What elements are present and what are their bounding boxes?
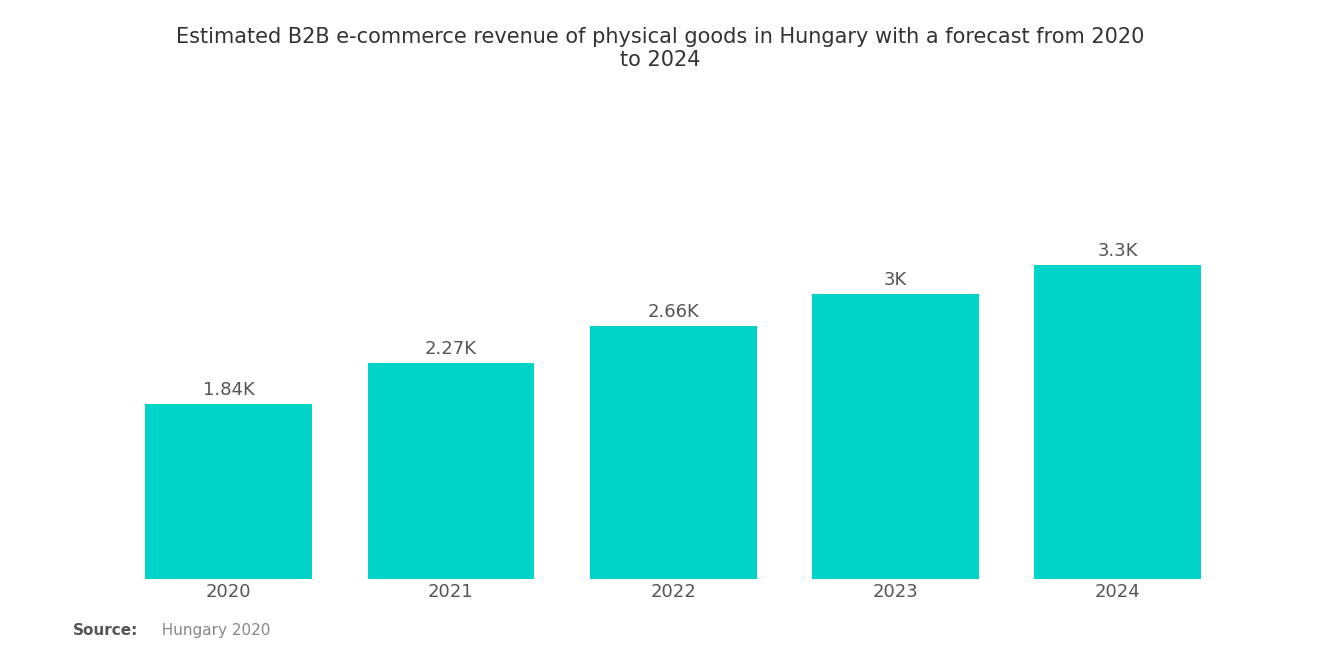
Bar (145, 404, 312, 579)
Text: 3.3K: 3.3K (1098, 242, 1138, 260)
Bar (812, 293, 979, 579)
Bar (367, 363, 535, 579)
Text: 3K: 3K (884, 271, 907, 289)
Text: 1.84K: 1.84K (203, 381, 255, 399)
Text: Estimated B2B e-commerce revenue of physical goods in Hungary with a forecast fr: Estimated B2B e-commerce revenue of phys… (176, 27, 1144, 70)
Text: 2.27K: 2.27K (425, 340, 477, 358)
Text: Source:: Source: (73, 623, 139, 638)
Text: 2.66K: 2.66K (647, 303, 700, 321)
Bar (590, 326, 756, 579)
Bar (1035, 265, 1201, 579)
Text: Hungary 2020: Hungary 2020 (152, 623, 271, 638)
